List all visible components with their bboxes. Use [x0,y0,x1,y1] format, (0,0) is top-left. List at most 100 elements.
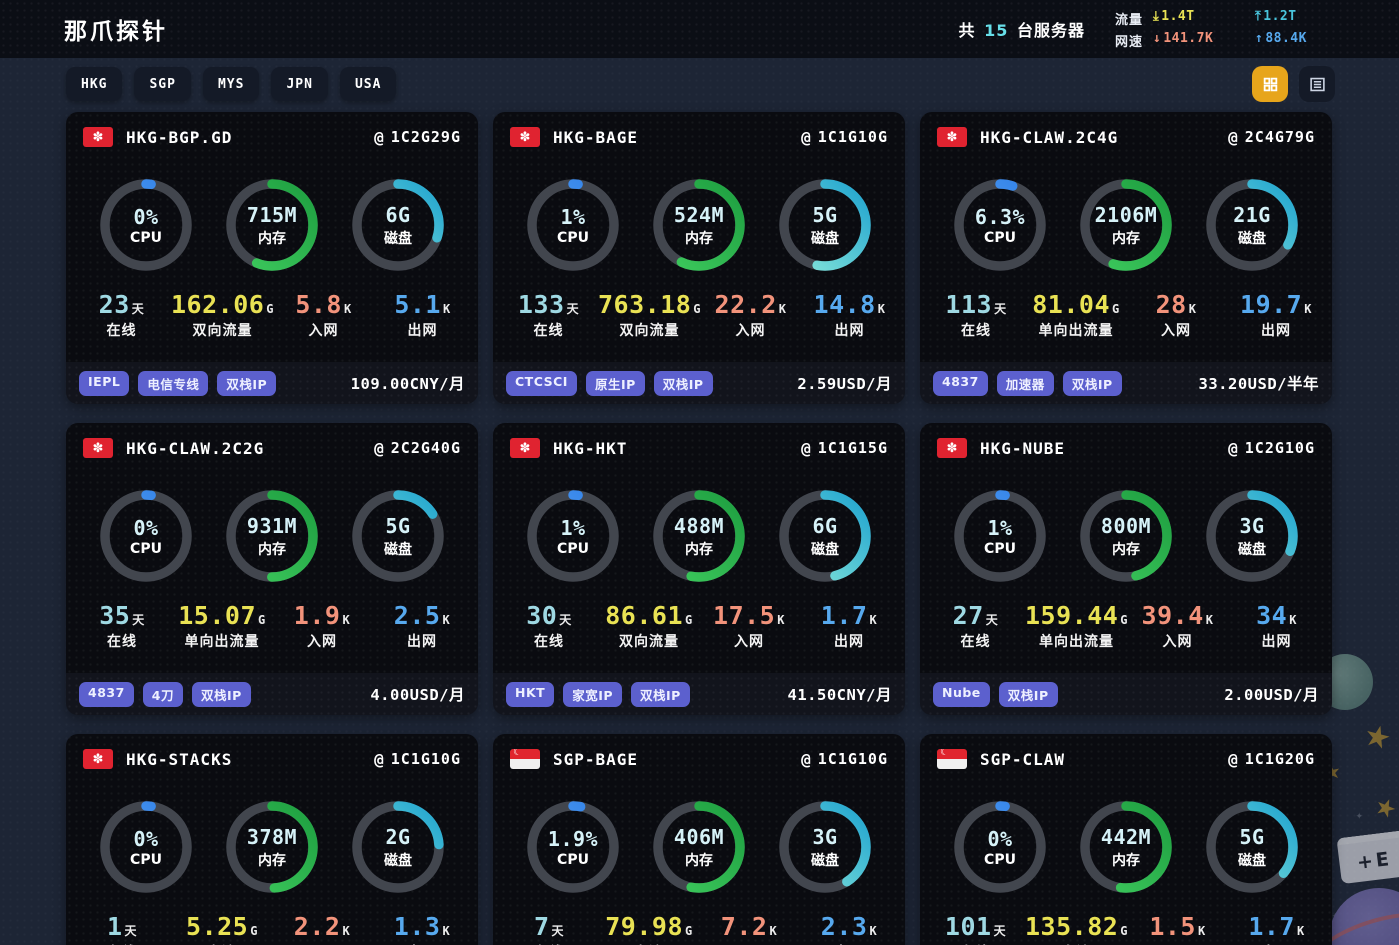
disk-gauge: 3G 磁盘 [775,797,875,897]
gauge-row: 0% CPU 931M 内存 5G 磁盘 [66,486,478,586]
stat-label: 单向出流量 [1039,634,1114,650]
outbound-stat: 5.1 K 出网 [373,290,472,340]
server-card[interactable]: ✽ HKG-BGP.GD @ 1C2G29G 0% CPU 715M 内存 6G 磁盘 2… [66,112,478,404]
region-tab-mys[interactable]: MYS [202,67,260,101]
price-label: 109.00CNY/月 [350,375,465,393]
inbound-stat: 39.4 K 入网 [1128,601,1227,651]
stat-value: 7.2 K [720,912,778,941]
outbound-stat: 2.5 K 出网 [372,601,472,651]
gauge-ring [1206,490,1298,582]
server-spec-value: 1C1G10G [390,750,461,768]
server-card[interactable]: ✽ HKG-CLAW.2C2G @ 2C2G40G 0% CPU 931M 内存 5G 磁… [66,423,478,715]
card-header: ✽ HKG-STACKS @ 1C1G10G [66,734,478,769]
gauge-value: 2G [385,824,411,849]
gauge-text: 378M 内存 [222,797,322,897]
stat-value: 81.04 G [1032,290,1120,319]
gauge-text: 442M 内存 [1076,797,1176,897]
stat-value: 17.5 K [713,601,785,630]
gauge-value: 442M [1100,824,1152,849]
server-card[interactable]: ✽ HKG-BAGE @ 1C1G10G 1% CPU 524M 内存 5G 磁盘 133… [493,112,905,404]
gauge-ring [1080,801,1172,893]
server-spec-value: 1C1G10G [817,750,888,768]
sparkle-icon: ✦ [1355,812,1363,822]
stat-value: 34 K [1256,601,1297,630]
server-card[interactable]: ✽ HKG-HKT @ 1C1G15G 1% CPU 488M 内存 6G 磁盘 30 天在… [493,423,905,715]
stat-value: 14.8 K [813,290,886,319]
price-label: 33.20USD/半年 [1198,375,1319,393]
traffic-stat: 763.18 G 双向流量 [598,290,701,340]
stat-label: 在线 [534,634,564,650]
region-tab-jpn[interactable]: JPN [271,67,328,101]
server-count-number: 15 [984,21,1009,40]
card-footer: Nube 双栈IP 2.00USD/月 [920,673,1332,715]
stat-label: 出网 [834,323,865,339]
grid-view-button[interactable] [1252,66,1288,102]
server-name: HKG-NUBE [980,438,1066,458]
gauge-label: 内存 [685,230,713,247]
card-footer: IEPL 电信专线 双栈IP 109.00CNY/月 [66,362,478,404]
card-footer: CTCSCI 原生IP 双栈IP 2.59USD/月 [493,362,905,404]
at-spec-icon: @ [801,749,812,769]
card-header: ✽ HKG-HKT @ 1C1G15G [493,423,905,458]
memory-gauge: 442M 内存 [1076,797,1176,897]
region-tab-sgp[interactable]: SGP [134,67,191,101]
uptime-stat: 23 天在线 [72,290,171,340]
gauge-text: 1% CPU [523,486,623,586]
stat-unit: G [1120,924,1129,938]
gauge-label: CPU [130,540,162,557]
gauge-text: 6G 磁盘 [775,486,875,586]
stat-label: 双向流量 [619,323,680,339]
traffic-stat: 5.25G双向流量 [172,912,272,945]
memory-gauge: 715M 内存 [222,175,322,275]
top-bar: 那爪探针 共 15 台服务器 流量 ⤓ 1.4T ⤒ 1.2T 网速 ↓ 141.7K… [0,0,1399,58]
gauge-label: CPU [984,229,1016,246]
server-card[interactable]: ☾ SGP-BAGE @ 1C1G10G 1.9% CPU 406M 内存 3G 磁盘 7… [493,734,905,945]
stat-value: 5.1 K [394,290,451,319]
stat-unit: K [342,613,351,627]
gauge-ring [226,179,318,271]
stat-value: 1.9 K [293,601,351,630]
gauge-label: 内存 [1112,852,1140,869]
cpu-gauge: 1% CPU [523,175,623,275]
gauge-value: 6G [812,513,838,538]
memory-gauge: 800M 内存 [1076,486,1176,586]
tag-pill: 双栈IP [653,370,713,396]
speed-up-value: ↑ 88.4K [1255,30,1307,46]
flag-hk-icon: ✽ [83,438,113,458]
stat-value: 1.3 K [393,912,451,941]
tag-list: IEPL 电信专线 双栈IP [79,370,277,396]
server-card[interactable]: ✽ HKG-CLAW.2C4G @ 2C4G79G 6.3% CPU 2106M 内存… [920,112,1332,404]
gauge-text: 3G 磁盘 [1202,486,1302,586]
tag-pill: 4刀 [142,681,183,707]
stat-unit: K [877,302,886,316]
inbound-stat: 22.2 K 入网 [701,290,800,340]
stat-unit: K [777,613,785,627]
outbound-stat: 2.3K出网 [799,912,899,945]
gauge-ring [100,490,192,582]
server-spec: @ 1C1G10G [801,750,888,769]
price-label: 4.00USD/月 [370,686,465,704]
gauge-label: 内存 [1112,230,1140,247]
region-tab-hkg[interactable]: HKG [66,67,123,101]
stat-unit: K [778,302,787,316]
stat-value: 133 天 [517,290,580,319]
gauge-text: 0% CPU [96,486,196,586]
server-card[interactable]: ☾ SGP-CLAW @ 1C1G20G 0% CPU 442M 内存 5G 磁盘 101… [920,734,1332,945]
stat-value: 15.07 G [178,601,266,630]
gauge-value: 488M [673,513,725,538]
crescent-icon: ☾ [940,749,949,758]
gauge-row: 1% CPU 800M 内存 3G 磁盘 [920,486,1332,586]
list-view-button[interactable] [1299,66,1335,102]
gauge-label: 磁盘 [384,230,412,247]
stat-label: 双向流量 [619,634,679,650]
server-card[interactable]: ✽ HKG-NUBE @ 1C2G10G 1% CPU 800M 内存 3G 磁盘 27 天… [920,423,1332,715]
server-spec: @ 1C2G29G [374,128,461,147]
gauge-label: 磁盘 [811,541,839,558]
server-card[interactable]: ✽ HKG-STACKS @ 1C1G10G 0% CPU 378M 内存 2G 磁盘 1… [66,734,478,945]
gauge-text: 6G 磁盘 [348,175,448,275]
gauge-value: 0% [133,515,159,540]
gauge-ring [779,801,871,893]
card-footer: HKT 家宽IP 双栈IP 41.50CNY/月 [493,673,905,715]
region-tab-usa[interactable]: USA [339,67,397,101]
flag-hk-icon: ✽ [937,438,967,458]
